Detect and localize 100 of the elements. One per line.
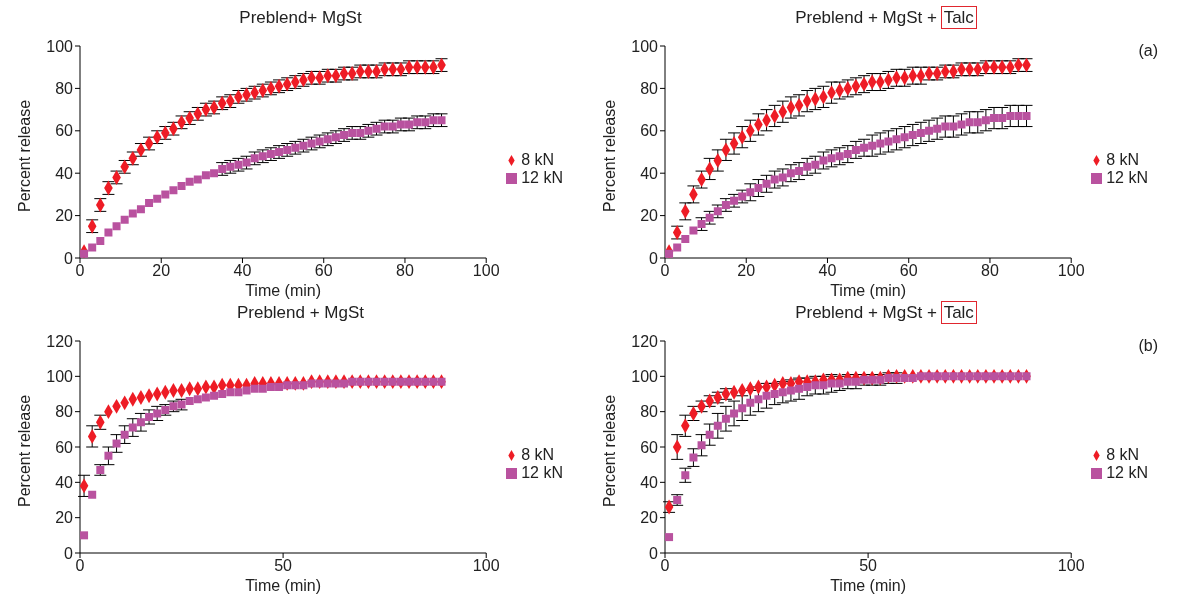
point (226, 388, 235, 397)
point (169, 186, 178, 195)
point (258, 384, 267, 393)
point (892, 135, 901, 144)
point (908, 131, 917, 140)
point (730, 409, 739, 418)
point (88, 490, 97, 499)
y-tick-label: 20 (640, 509, 659, 527)
point (949, 122, 958, 131)
y-tick-label: 120 (631, 332, 659, 350)
point (786, 169, 795, 178)
point (811, 381, 820, 390)
chart-title: Preblend+ MgSt (238, 8, 363, 29)
point (900, 374, 909, 383)
y-tick-label: 80 (640, 403, 659, 421)
point (925, 126, 934, 135)
point (965, 118, 974, 127)
point (941, 122, 950, 131)
point (88, 243, 97, 252)
point (153, 194, 162, 203)
y-tick-label: 40 (55, 474, 74, 492)
x-tick-label: 50 (274, 557, 293, 575)
point (112, 222, 121, 231)
point (884, 137, 893, 146)
y-tick-label: 0 (649, 249, 659, 267)
y-tick-label: 40 (640, 474, 659, 492)
point (778, 173, 787, 182)
y-tick-label: 0 (649, 544, 659, 562)
point (981, 372, 990, 381)
point (957, 372, 966, 381)
point (949, 372, 958, 381)
y-axis-title: Percent release (15, 394, 33, 507)
x-tick-label: 100 (1057, 262, 1085, 280)
point (1022, 111, 1031, 120)
x-tick-label: 20 (737, 262, 756, 280)
x-tick-label: 80 (396, 262, 414, 280)
point (770, 390, 779, 398)
point (908, 374, 917, 383)
point (689, 226, 698, 235)
point (941, 372, 950, 381)
point (860, 143, 869, 152)
point (746, 398, 755, 407)
point (1014, 111, 1023, 120)
y-axis-title: Percent release (600, 394, 618, 507)
point (925, 372, 934, 381)
point (356, 377, 365, 386)
point (990, 372, 999, 381)
point (754, 184, 763, 193)
point (128, 209, 137, 218)
point (665, 249, 674, 258)
point (80, 249, 89, 258)
point (778, 388, 787, 397)
point (721, 414, 730, 423)
point (713, 421, 722, 430)
point (689, 453, 698, 462)
x-axis-title: Time (min) (830, 282, 907, 299)
point (786, 386, 795, 395)
point (981, 116, 990, 125)
y-tick-label: 60 (55, 122, 74, 140)
point (754, 395, 763, 404)
point (1006, 111, 1015, 120)
point (770, 175, 779, 184)
point (120, 215, 129, 224)
legend-label: 8 kN (1106, 151, 1140, 168)
point (868, 141, 877, 150)
point (112, 439, 121, 448)
x-tick-label: 40 (233, 262, 252, 280)
point (372, 377, 381, 386)
point (762, 391, 771, 400)
point (827, 379, 836, 388)
point (210, 391, 219, 400)
point (193, 395, 202, 404)
y-tick-label: 0 (64, 249, 74, 267)
text: (b) (1138, 337, 1158, 355)
point (827, 154, 836, 163)
point (803, 382, 812, 391)
legend-label: 12 kN (1106, 169, 1148, 186)
point (811, 160, 820, 169)
point (266, 382, 275, 391)
point (795, 384, 804, 393)
point (80, 531, 89, 540)
chart-title: Preblend + MgSt (235, 303, 366, 324)
x-tick-label: 0 (660, 557, 670, 575)
point (145, 198, 154, 207)
point (185, 177, 194, 186)
point (405, 377, 414, 386)
point (201, 393, 210, 402)
point (388, 377, 397, 386)
point (673, 243, 682, 252)
point (307, 379, 316, 388)
x-axis-title: Time (min) (245, 282, 322, 299)
chart-title: Preblend + MgSt + Talc (794, 303, 975, 324)
chart-title: Preblend + MgSt + Talc (794, 8, 975, 29)
point (851, 145, 860, 154)
point (242, 386, 251, 395)
point (916, 128, 925, 137)
x-tick-label: 40 (818, 262, 837, 280)
legend-label: 8 kN (521, 151, 555, 168)
x-tick-label: 100 (1057, 557, 1085, 575)
point (819, 381, 828, 390)
